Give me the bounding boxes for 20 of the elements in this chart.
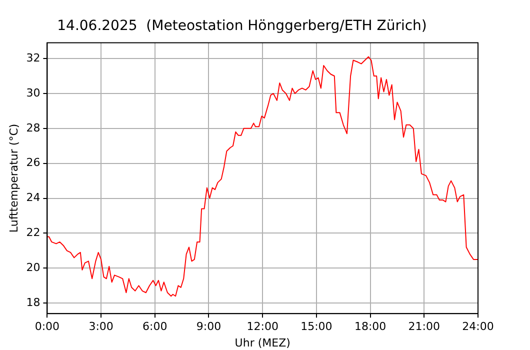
x-tick-label: 6:00 — [142, 320, 168, 334]
x-tick-label: 12:00 — [246, 320, 278, 334]
x-tick-label: 18:00 — [354, 320, 386, 334]
y-tick-label: 28 — [26, 121, 40, 134]
y-tick-label: 20 — [26, 261, 40, 274]
y-axis-title: Lufttemperatur (°C) — [7, 124, 20, 233]
y-tick-label: 26 — [26, 156, 40, 170]
x-tick-label: 21:00 — [408, 320, 440, 334]
y-tick-label: 30 — [26, 86, 40, 100]
chart-title: 14.06.2025 (Meteostation Hönggerberg/ETH Zürich) — [57, 18, 427, 34]
y-tick-label: 24 — [26, 191, 40, 204]
x-tick-label: 9:00 — [196, 320, 222, 334]
y-tick-label: 18 — [26, 296, 40, 309]
y-tick-label: 22 — [26, 226, 40, 240]
x-tick-label: 3:00 — [88, 320, 114, 334]
x-tick-label: 15:00 — [300, 320, 332, 334]
x-tick-label: 0:00 — [34, 320, 60, 334]
x-axis-title: Uhr (MEZ) — [234, 336, 290, 350]
y-tick-label: 32 — [26, 51, 40, 64]
x-tick-label: 24:00 — [462, 320, 494, 334]
